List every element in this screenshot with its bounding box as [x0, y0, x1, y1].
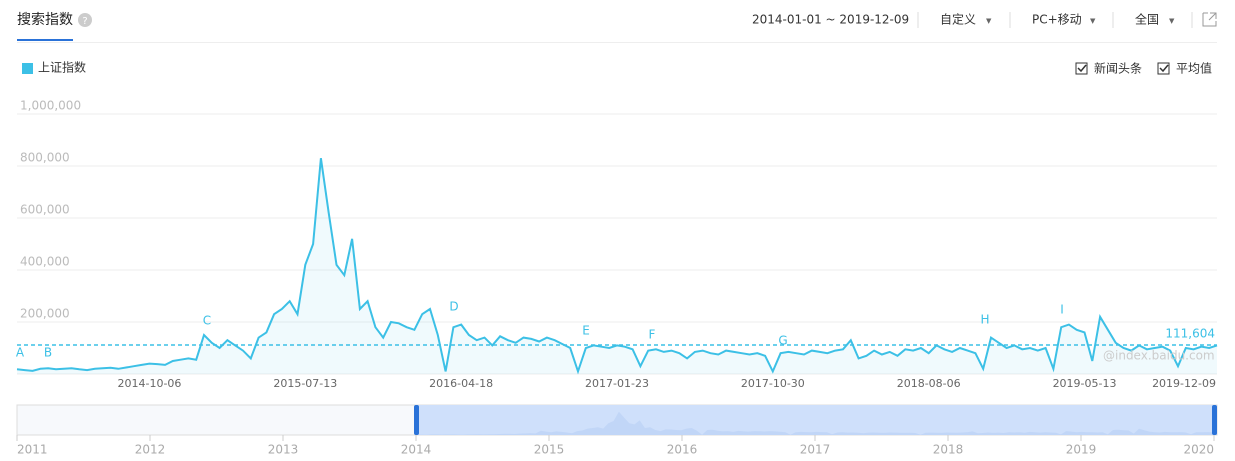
navigator-tick-label: 2014: [401, 443, 432, 457]
x-tick-label: 2015-07-13: [273, 377, 337, 390]
navigator-tick-label: 2019: [1066, 443, 1097, 457]
navigator-handle: [414, 405, 419, 435]
tab-title[interactable]: 搜索指数: [17, 11, 73, 28]
legend-label: 上证指数: [38, 60, 86, 75]
x-tick-label: 2019-05-13: [1053, 377, 1117, 390]
divider: [17, 42, 1217, 43]
navigator-tick-label: 2020: [1183, 443, 1214, 457]
dropdown[interactable]: 全国: [1135, 12, 1159, 27]
checkmark: [1159, 64, 1169, 73]
x-tick-label: 2016-04-18: [429, 377, 493, 390]
navigator-tick-label: 2011: [17, 443, 48, 457]
caret: ▼: [1090, 17, 1096, 25]
navigator-tick-label: 2016: [667, 443, 698, 457]
line: [16, 158, 1218, 375]
legend-swatch: [22, 63, 33, 74]
navigator-tick-label: 2012: [135, 443, 166, 457]
annotation: D: [449, 300, 458, 314]
caret: ▼: [1169, 17, 1175, 25]
help-glyph: ?: [82, 16, 87, 27]
help-icon[interactable]: [78, 13, 92, 27]
watermark: @index.baidu.com: [1103, 349, 1215, 363]
export-icon[interactable]: [1202, 12, 1217, 27]
annotation: E: [582, 324, 590, 338]
annotation: A: [16, 346, 25, 360]
y-tick-label: 200,000: [20, 307, 70, 321]
navigator-tick-label: 2015: [534, 443, 565, 457]
y-tick-label: 600,000: [20, 203, 70, 217]
x-tick-label: 2017-10-30: [741, 377, 805, 390]
checkbox-label[interactable]: 平均值: [1176, 61, 1212, 76]
annotation: B: [44, 346, 52, 360]
navigator-area: [416, 411, 1217, 435]
y-tick-label: 1,000,000: [20, 99, 81, 113]
tab-underline: [17, 39, 73, 41]
checkbox-label[interactable]: 新闻头条: [1094, 61, 1142, 76]
annotation: F: [649, 328, 656, 342]
date-range[interactable]: 2014-01-01 ~ 2019-12-09: [752, 13, 909, 27]
checkmark: [1077, 64, 1087, 73]
x-tick-label: 2018-08-06: [897, 377, 961, 390]
navigator-tick-label: 2013: [268, 443, 299, 457]
annotation: C: [203, 314, 211, 328]
area: [17, 158, 1217, 374]
dropdown[interactable]: PC+移动: [1032, 13, 1082, 27]
annotation: I: [1060, 303, 1064, 317]
y-tick-label: 800,000: [20, 151, 70, 165]
navigator-tick-label: 2018: [933, 443, 964, 457]
x-tick-label: 2014-10-06: [117, 377, 181, 390]
annotation: H: [980, 313, 989, 327]
average-label: 111,604: [1165, 326, 1215, 340]
navigator-handle: [1212, 405, 1217, 435]
x-tick-label: 2019-12-09: [1152, 377, 1216, 390]
navigator-selection: [416, 405, 1217, 435]
caret: ▼: [986, 17, 992, 25]
checkbox[interactable]: [1157, 62, 1170, 75]
dropdown[interactable]: 自定义: [940, 12, 976, 27]
annotation: G: [778, 334, 787, 348]
checkbox[interactable]: [1075, 62, 1088, 75]
navigator-tick-label: 2017: [800, 443, 831, 457]
y-tick-label: 400,000: [20, 255, 70, 269]
x-tick-label: 2017-01-23: [585, 377, 649, 390]
